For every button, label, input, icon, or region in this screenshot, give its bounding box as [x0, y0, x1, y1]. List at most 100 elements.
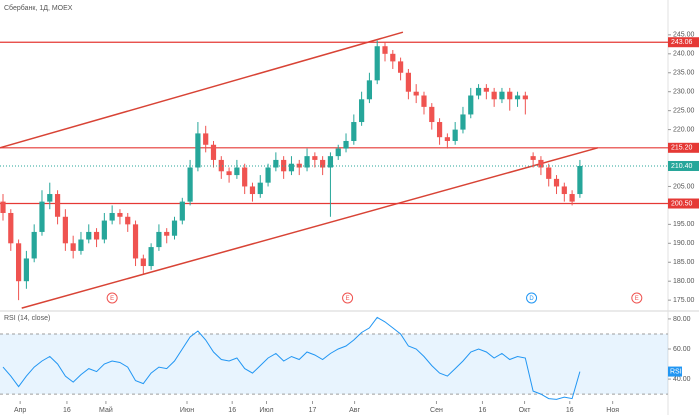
x-tick-label: 16 [228, 407, 236, 414]
last-price-label: 210.40 [671, 163, 693, 170]
candle-body [475, 87, 482, 96]
candle-body [242, 167, 248, 187]
candle-body [312, 156, 318, 160]
x-tick-label: 16 [566, 407, 574, 414]
candle-body [86, 231, 92, 240]
event-label: E [110, 296, 114, 302]
candle-body [125, 216, 131, 225]
candle-body [78, 239, 84, 251]
candle-body [366, 80, 373, 100]
x-tick-label: 16 [63, 407, 71, 414]
candle-body [327, 156, 334, 168]
level-tag [668, 142, 699, 153]
x-tick-label: Май [99, 406, 113, 414]
y-tick-label: 185.00 [673, 259, 695, 266]
chart-title: Сбербанк, 1Д, MOEX [4, 4, 73, 12]
x-tick-label: Ноя [606, 407, 619, 414]
candle-body [273, 159, 279, 168]
event-label: D [529, 296, 534, 302]
y-tick-label: 225.00 [673, 108, 695, 115]
rsi-band [0, 333, 668, 395]
y-tick-label: 40.00 [673, 376, 691, 383]
level-label: 200.50 [671, 200, 693, 207]
x-tick-label: Июл [259, 407, 273, 414]
candle-body [164, 231, 170, 236]
x-tick-label: 17 [309, 407, 317, 414]
candle-body [444, 137, 450, 141]
candle-body [148, 247, 154, 267]
candle-body [507, 91, 513, 100]
candle-body [530, 156, 536, 160]
candle-body [195, 133, 201, 168]
rsi-line [2, 316, 581, 400]
candle-body [436, 122, 443, 138]
candle-body [390, 53, 396, 62]
candle-body [210, 144, 217, 160]
candle-body [429, 106, 435, 123]
candle-body [538, 159, 544, 168]
candle-body [320, 159, 326, 168]
candle-body [132, 224, 139, 259]
candle-body [226, 171, 232, 176]
candle-body [413, 91, 419, 96]
candle-body [109, 212, 115, 221]
x-tick-label: Апр [14, 407, 26, 414]
event-marker [106, 292, 118, 304]
candle-body [171, 220, 178, 236]
y-tick-label: 240.00 [673, 51, 695, 58]
level-tag [668, 198, 699, 209]
candle-body [335, 148, 341, 157]
candle-body [249, 186, 256, 195]
candle-body [0, 201, 6, 213]
event-marker [631, 292, 643, 304]
candle-body [382, 46, 388, 54]
candle-body [234, 167, 240, 176]
candle-body [304, 156, 310, 168]
candle-body [257, 182, 263, 195]
candle-body [101, 220, 107, 240]
candle-body [140, 258, 146, 267]
level-label: 243.06 [671, 39, 693, 46]
candle-body [483, 87, 489, 92]
candle-body [351, 122, 357, 141]
y-tick-label: 220.00 [673, 126, 695, 133]
trend-line [0, 31, 404, 149]
x-tick-label: 16 [479, 407, 487, 414]
y-tick-label: 245.00 [673, 32, 695, 39]
rsi-tag [668, 366, 682, 377]
candle-body [491, 91, 497, 100]
y-tick-label: 80.00 [673, 316, 691, 323]
rsi-title: RSI (14, close) [4, 315, 50, 322]
candle-body [577, 165, 583, 195]
candle-body [93, 231, 100, 240]
candle-body [54, 194, 61, 217]
candle-body [468, 95, 474, 115]
candle-body [179, 201, 185, 221]
last-price-tag [668, 160, 699, 171]
y-tick-label: 60.00 [673, 346, 691, 353]
candle-body [405, 72, 411, 92]
candle-body [569, 194, 575, 202]
candle-body [546, 167, 552, 179]
candle-body [397, 61, 404, 73]
candle-body [296, 163, 302, 168]
rsi-axis-label: RSI [670, 368, 682, 375]
candle-body [374, 46, 380, 81]
candle-body [460, 114, 466, 130]
trend-line [21, 147, 599, 309]
candle-body [62, 216, 68, 244]
event-marker [526, 292, 538, 304]
candle-body [117, 212, 123, 217]
x-tick-label: Окт [519, 407, 532, 414]
y-tick-label: 180.00 [673, 278, 695, 285]
candle-body [70, 243, 76, 251]
candle-body [265, 167, 271, 183]
x-tick-label: Июн [180, 407, 194, 414]
candle-body [156, 231, 162, 248]
candle-body [499, 91, 505, 100]
event-marker [342, 292, 354, 304]
y-tick-label: 175.00 [673, 297, 695, 304]
event-label: E [635, 296, 639, 302]
candle-body [561, 186, 567, 195]
x-tick-label: Авг [349, 407, 360, 414]
